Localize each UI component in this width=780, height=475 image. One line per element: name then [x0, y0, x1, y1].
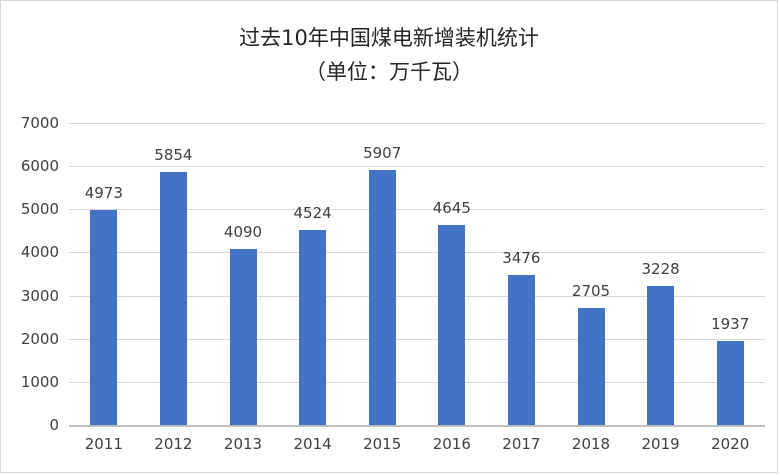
x-tick-label-2013: 2013: [223, 435, 263, 453]
bar-2017: [507, 275, 535, 425]
bar-2012: [159, 172, 187, 425]
x-tick-label-2016: 2016: [432, 435, 471, 453]
y-tick-label: 1000: [20, 372, 59, 391]
plot-area: [69, 123, 765, 427]
bar-value-label: 5907: [363, 144, 402, 163]
bar-value-label: 1937: [711, 315, 750, 334]
y-tick-label: 0: [49, 416, 59, 434]
bar-2013: [229, 248, 257, 425]
bar-value-label: 4524: [293, 203, 332, 222]
bar-value-label: 4973: [84, 184, 123, 203]
gridline: [69, 295, 765, 297]
y-tick-label: 3000: [20, 286, 59, 305]
x-tick-label-2012: 2012: [154, 435, 193, 453]
y-tick-label: 4000: [20, 243, 59, 262]
bar-2011: [90, 210, 118, 425]
bar-2014: [299, 229, 327, 425]
x-tick-label-2014: 2014: [293, 435, 332, 453]
gridline: [69, 252, 765, 254]
bar-2019: [647, 285, 675, 425]
y-tick-label: 6000: [20, 157, 59, 176]
x-tick-label-2019: 2019: [641, 435, 680, 453]
bar-value-label: 3476: [502, 249, 541, 268]
x-tick-label-2018: 2018: [571, 435, 611, 453]
x-tick-label-2017: 2017: [502, 435, 541, 453]
gridline: [69, 209, 765, 211]
bar-2020: [716, 341, 744, 425]
bar-2016: [438, 224, 466, 425]
gridline: [69, 338, 765, 340]
gridline: [69, 166, 765, 168]
bar-2018: [577, 308, 605, 425]
bar-2015: [368, 170, 396, 425]
gridline: [69, 381, 765, 383]
y-tick-label: 7000: [20, 114, 59, 132]
x-tick-label-2011: 2011: [84, 435, 123, 453]
bar-value-label: 2705: [571, 282, 611, 301]
bar-value-label: 5854: [154, 146, 193, 165]
chart-title-line1: 过去10年中国煤电新增装机统计: [239, 26, 539, 50]
y-tick-label: 5000: [20, 200, 59, 219]
bar-value-label: 3228: [641, 259, 680, 278]
x-tick-label-2020: 2020: [711, 435, 750, 453]
chart-title: 过去10年中国煤电新增装机统计 （单位：万千瓦）: [1, 21, 777, 89]
gridline: [69, 123, 765, 124]
chart-title-line2: （单位：万千瓦）: [305, 60, 473, 84]
bar-value-label: 4645: [432, 198, 471, 217]
bar-value-label: 4090: [223, 222, 263, 241]
y-tick-label: 2000: [20, 329, 59, 348]
x-tick-label-2015: 2015: [363, 435, 402, 453]
